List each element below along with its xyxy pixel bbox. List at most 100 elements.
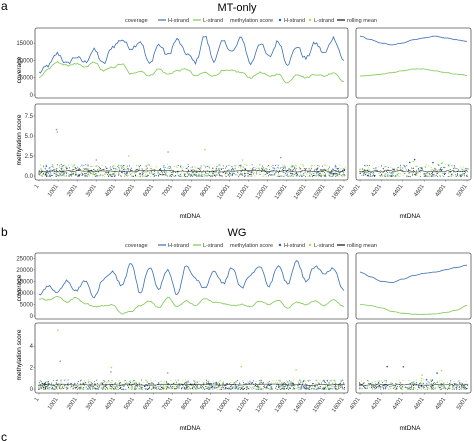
b-methylation-ytick: 2 (30, 366, 34, 372)
methylation-point-dark (74, 382, 76, 384)
methylation-point (413, 173, 415, 175)
methylation-point-dark (124, 175, 126, 177)
methylation-point-dark (460, 386, 462, 388)
methylation-point-dark (408, 170, 410, 172)
methylation-point-dark (42, 387, 44, 389)
methylation-point-dark (342, 387, 343, 389)
methylation-point-dark (337, 168, 339, 169)
methylation-point-dark (161, 171, 163, 173)
methylation-point-dark (61, 384, 62, 385)
methylation-point (193, 380, 194, 382)
methylation-point (275, 379, 277, 381)
methylation-point-dark (172, 387, 173, 389)
methylation-point-dark (341, 384, 343, 386)
methylation-point (50, 168, 52, 170)
methylation-point (48, 384, 50, 386)
methylation-point (327, 173, 329, 175)
methylation-point (193, 174, 195, 176)
methylation-point (298, 388, 300, 390)
b-methylation-xtick: 1 (34, 396, 41, 403)
methylation-point (368, 171, 370, 173)
methylation-point (43, 388, 45, 390)
methylation-point (70, 171, 72, 172)
methylation-point-dark (440, 169, 441, 170)
methylation-point-dark (375, 168, 377, 170)
methylation-point (186, 387, 188, 388)
methylation-point (341, 387, 343, 388)
methylation-point (190, 175, 191, 177)
methylation-point-dark (238, 384, 240, 386)
methylation-point-dark (283, 171, 285, 173)
methylation-point (341, 175, 343, 177)
methylation-point-dark (115, 386, 116, 388)
methylation-point-dark (192, 388, 193, 390)
methylation-point-dark (395, 385, 397, 387)
methylation-point (73, 167, 75, 168)
b-methylation-xtick: 5001 (123, 396, 136, 411)
methylation-point (123, 385, 125, 387)
methylation-point-dark (84, 173, 85, 175)
methylation-point-dark (411, 386, 413, 387)
methylation-point (271, 388, 272, 390)
methylation-point (385, 169, 387, 171)
methylation-point-dark (118, 173, 120, 175)
methylation-point (450, 380, 451, 382)
a-methylation-zoom-xtick: 5001 (456, 183, 469, 198)
methylation-point (412, 387, 414, 389)
methylation-point (341, 379, 343, 381)
methylation-point-dark (93, 169, 95, 171)
methylation-point (364, 387, 365, 388)
methylation-point-dark (75, 168, 77, 169)
a-coverage-zoom-l-strand-line (359, 68, 468, 77)
b-coverage-zoom-h-strand-line (359, 264, 468, 283)
methylation-point (83, 384, 85, 386)
methylation-point-dark (119, 386, 121, 388)
methylation-point (422, 383, 424, 384)
methylation-point-dark (228, 387, 230, 389)
methylation-point (113, 174, 115, 176)
methylation-point (118, 383, 120, 385)
methylation-point (184, 176, 186, 177)
methylation-point (281, 168, 283, 170)
methylation-point-dark (128, 383, 130, 384)
methylation-point-dark (359, 382, 360, 384)
methylation-point (113, 386, 115, 388)
methylation-point (112, 166, 114, 168)
methylation-point (106, 388, 108, 390)
methylation-point (216, 166, 218, 167)
methylation-point (290, 173, 292, 175)
methylation-point (209, 164, 211, 166)
methylation-point (360, 383, 361, 385)
methylation-point-dark (299, 383, 300, 385)
methylation-point-dark (107, 174, 108, 175)
methylation-point-dark (107, 171, 109, 173)
methylation-point-dark (159, 173, 160, 175)
methylation-point (117, 389, 119, 390)
methylation-point (300, 388, 302, 390)
methylation-point-dark (133, 175, 134, 177)
panel-a-title: MT-only (217, 2, 257, 14)
methylation-point (312, 172, 314, 174)
methylation-point (240, 173, 242, 175)
methylation-point (48, 381, 49, 383)
methylation-point (334, 173, 335, 174)
methylation-point (209, 167, 211, 169)
methylation-point (154, 173, 156, 175)
methylation-point (231, 173, 233, 175)
methylation-point (150, 172, 152, 174)
methylation-point-dark (43, 385, 45, 386)
methylation-point (214, 388, 216, 389)
methylation-point (332, 168, 334, 170)
methylation-point (208, 382, 210, 384)
methylation-point-dark (241, 387, 243, 389)
methylation-point (328, 383, 330, 385)
methylation-point (386, 173, 388, 175)
methylation-point (116, 382, 118, 384)
methylation-point (178, 384, 180, 386)
methylation-point-dark (247, 171, 249, 173)
methylation-point-dark (412, 171, 414, 173)
methylation-point-dark (405, 386, 406, 388)
methylation-point (188, 169, 189, 171)
methylation-point (153, 387, 154, 389)
methylation-point-dark (294, 388, 295, 390)
